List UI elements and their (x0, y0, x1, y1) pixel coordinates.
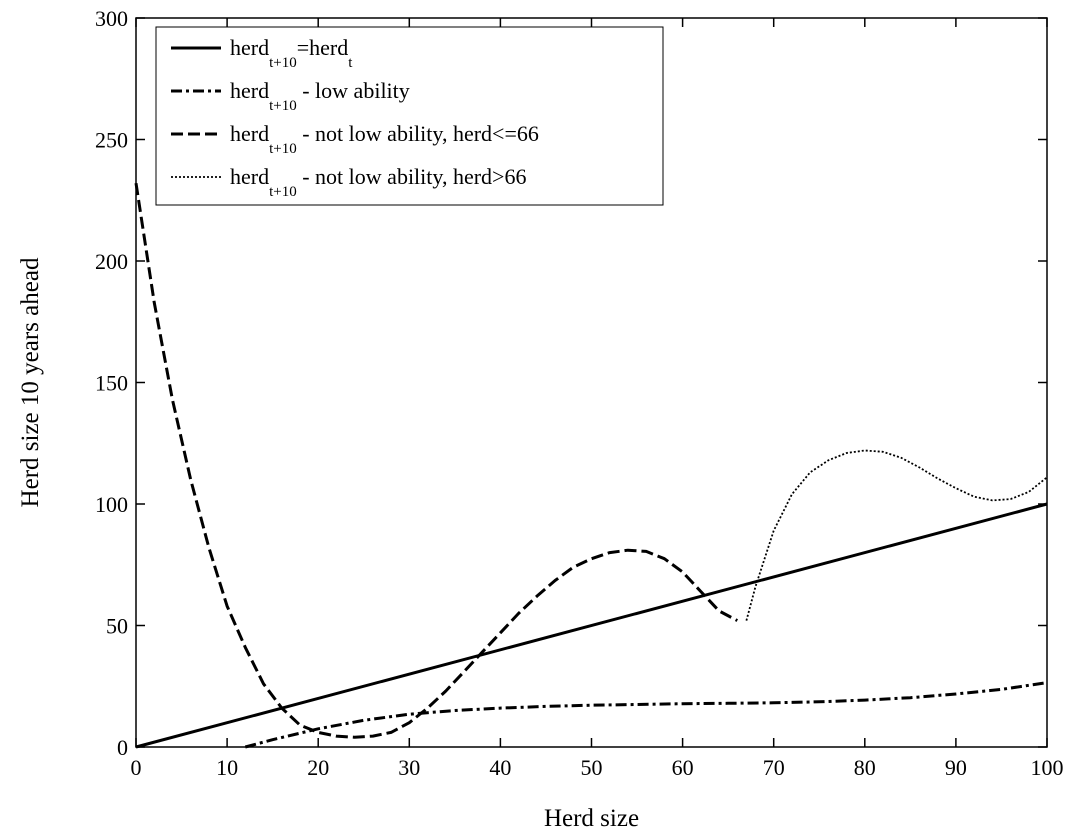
x-tick-label: 20 (307, 755, 329, 780)
x-tick-label: 0 (131, 755, 142, 780)
series-line-4 (745, 449, 1048, 621)
x-axis-label: Herd size (544, 805, 639, 832)
y-tick-label: 0 (117, 735, 128, 760)
series-line-1 (135, 502, 1048, 749)
x-tick-label: 80 (854, 755, 876, 780)
x-tick-label: 40 (489, 755, 511, 780)
series-line-2 (244, 681, 1048, 749)
legend-box (155, 26, 664, 206)
x-tick-label: 60 (672, 755, 694, 780)
y-tick-label: 200 (95, 249, 128, 274)
legend-label-4: herdt+10 - not low ability, herd>66 (230, 164, 526, 200)
x-tick-label: 90 (945, 755, 967, 780)
y-tick-label: 50 (106, 614, 128, 639)
y-tick-label: 300 (95, 6, 128, 31)
x-tick-label: 50 (581, 755, 603, 780)
legend-label-3: herdt+10 - not low ability, herd<=66 (230, 121, 539, 157)
x-tick-label: 10 (216, 755, 238, 780)
x-tick-label: 70 (763, 755, 785, 780)
y-tick-label: 150 (95, 371, 128, 396)
axis-ticks: 0 10 20 30 40 50 60 70 80 90 100 0 50 100 150 200 250 300 (95, 6, 1064, 780)
plot-area: 0 10 20 30 40 50 60 70 80 90 100 0 50 100 150 200 250 300 (95, 6, 1064, 780)
y-tick-label: 100 (95, 492, 128, 517)
x-tick-label: 30 (398, 755, 420, 780)
legend: herdt+10=herdt herdt+10 - low ability herd… (155, 26, 664, 206)
legend-label-2: herdt+10 - low ability (230, 78, 410, 114)
x-tick-label: 100 (1031, 755, 1064, 780)
legend-label-1: herdt+10=herdt (230, 35, 353, 71)
series-layer (134, 182, 1048, 749)
y-tick-label: 250 (95, 128, 128, 153)
series-line-3 (134, 182, 739, 739)
y-axis-label: Herd size 10 years ahead (17, 257, 44, 507)
